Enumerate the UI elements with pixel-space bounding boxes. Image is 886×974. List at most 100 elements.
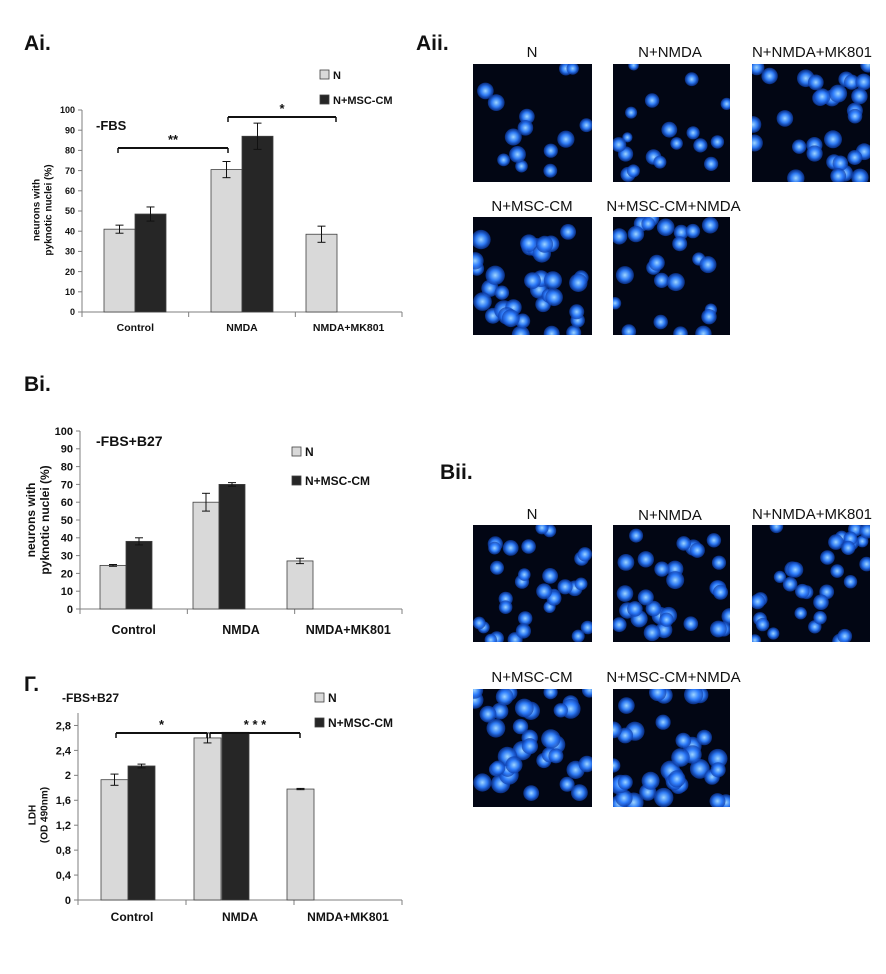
panel-label-aii: Aii. [416, 32, 449, 55]
x-tick-label: NMDA [222, 623, 260, 637]
y-tick-label: 2,8 [56, 720, 71, 732]
nucleus [752, 134, 763, 152]
nucleus [616, 585, 634, 602]
nucleus [509, 146, 526, 163]
nucleus [535, 525, 549, 535]
y-tick-label: 1,6 [56, 795, 71, 807]
nucleus [666, 273, 685, 292]
x-tick-label: NMDA+MK801 [313, 322, 385, 334]
nucleus [706, 533, 722, 548]
nucleus [502, 540, 519, 556]
nucleus [648, 254, 665, 271]
nucleus [613, 758, 621, 773]
y-axis-label-line: neurons with [24, 483, 38, 558]
nucleus [851, 88, 868, 105]
nucleus [613, 297, 622, 310]
nucleus [649, 689, 667, 702]
bar [99, 564, 127, 610]
nucleus [787, 169, 805, 182]
nucleus [569, 304, 585, 320]
legend-swatch [314, 692, 325, 703]
legend-label: N+MSC-CM [328, 716, 393, 730]
nucleus [752, 634, 761, 642]
nucleus [541, 729, 561, 749]
y-tick-label: 100 [55, 426, 73, 438]
nucleus [847, 150, 863, 165]
nucleus [617, 774, 633, 790]
nucleus [497, 153, 510, 167]
x-tick-label: Control [111, 910, 154, 924]
significance-label: * [159, 717, 165, 732]
bar [192, 501, 220, 610]
nucleus [654, 561, 670, 577]
y-tick-label: 40 [61, 533, 73, 545]
nucleus [655, 714, 671, 730]
nucleus [701, 217, 719, 234]
nucleus [859, 525, 870, 539]
micrograph-label: N [526, 506, 538, 523]
legend-swatch [319, 69, 330, 80]
nucleus [637, 551, 654, 568]
nucleus [512, 718, 529, 735]
nucleus [613, 137, 627, 153]
legend-label: N [305, 445, 314, 459]
micrograph-image [473, 525, 592, 642]
nucleus [666, 571, 685, 590]
legend-swatch [291, 446, 302, 457]
nucleus [673, 326, 688, 335]
nucleus [569, 273, 588, 292]
bar [125, 540, 153, 610]
y-axis-label: LDH (OD 490nm) [28, 787, 51, 843]
micrograph-label: N+NMDA+MK801 [751, 44, 873, 61]
nucleus [524, 272, 541, 289]
nucleus [622, 132, 633, 143]
nucleus [709, 793, 726, 807]
nucleus [473, 616, 486, 630]
nucleus [515, 159, 528, 173]
nucleus [769, 525, 784, 534]
nucleus [543, 271, 562, 290]
nucleus [689, 542, 705, 558]
bar [210, 169, 243, 313]
nucleus [761, 67, 778, 85]
x-tick-label: Control [111, 623, 155, 637]
nucleus [843, 575, 858, 589]
nucleus [813, 611, 827, 625]
y-tick-label: 2 [65, 770, 71, 782]
nucleus [536, 583, 552, 600]
chart-ai: 0 10 20 30 40 50 60 70 80 90 100 Control NMDA NMDA+MK… [32, 69, 403, 334]
x-tick-label: NMDA+MK801 [306, 623, 391, 637]
nucleus [571, 784, 588, 801]
nucleus [521, 539, 536, 554]
chart-bi: 0 10 20 30 40 50 60 70 80 90 100 Control NMDA NMDA+MK… [24, 426, 403, 637]
micrograph-label: N+MSC-CM [491, 669, 573, 686]
legend-label: N [333, 70, 341, 82]
nucleus [820, 550, 835, 565]
nucleus [645, 600, 662, 617]
nuclei-texture [473, 525, 592, 642]
nucleus [578, 755, 592, 773]
nuclei-texture [613, 217, 719, 335]
nucleus [860, 64, 870, 73]
nucleus [795, 583, 810, 599]
nucleus [855, 73, 870, 91]
bar [134, 213, 167, 313]
nucleus [807, 74, 824, 91]
micrograph-image [473, 217, 592, 335]
y-axis-label: neurons with pyknotic nuclei (%) [32, 164, 55, 255]
nucleus [548, 748, 564, 764]
y-tick-label: 80 [65, 146, 75, 156]
micrograph-image [613, 217, 730, 335]
nucleus [701, 309, 717, 325]
nucleus [571, 629, 585, 642]
y-tick-label: 70 [61, 479, 73, 491]
nucleus [490, 760, 506, 776]
nucleus [686, 126, 700, 140]
nucleus [767, 627, 780, 640]
bar [100, 779, 129, 901]
y-axis-label-line: neurons with [32, 179, 43, 241]
y-tick-label: 2,4 [56, 745, 72, 757]
nuclei-texture [473, 689, 592, 801]
chart-title: -FBS [96, 118, 127, 133]
nuclei-texture [752, 525, 870, 642]
